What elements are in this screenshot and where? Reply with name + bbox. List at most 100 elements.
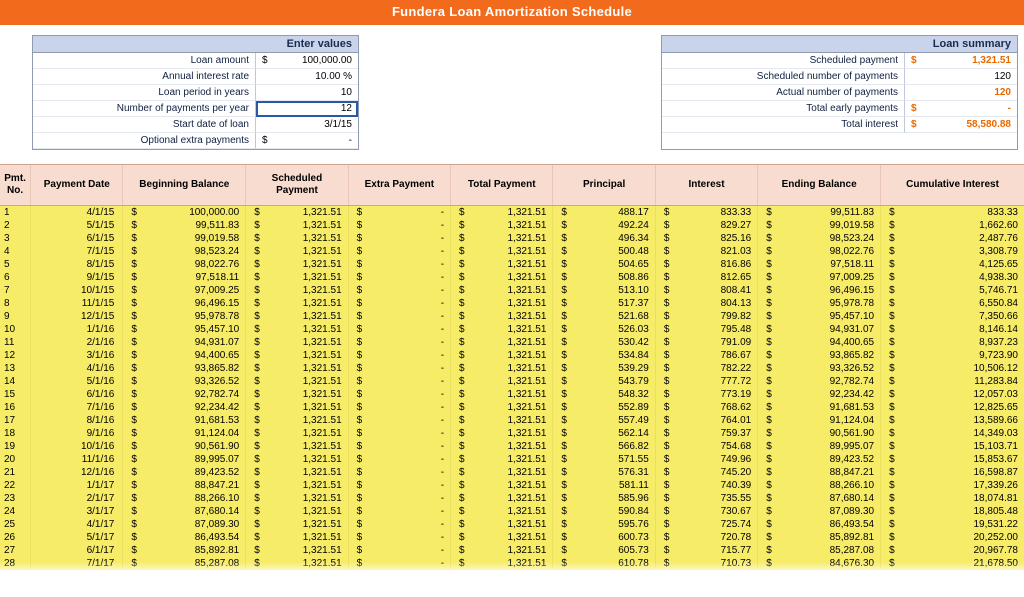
cell-date[interactable]: 10/1/15 [31, 284, 123, 297]
cell-pr[interactable]: $504.65 [553, 258, 655, 271]
cell-tp[interactable]: $1,321.51 [451, 362, 553, 375]
cell-pr[interactable]: $517.37 [553, 297, 655, 310]
cell-pmt-no[interactable]: 26 [0, 531, 31, 544]
cell-pr[interactable]: $539.29 [553, 362, 655, 375]
cell-ep[interactable]: $- [348, 297, 450, 310]
cell-ep[interactable]: $- [348, 375, 450, 388]
cell-bb[interactable]: $93,326.52 [123, 375, 246, 388]
cell-eb[interactable]: $96,496.15 [758, 284, 881, 297]
cell-ep[interactable]: $- [348, 271, 450, 284]
cell-eb[interactable]: $93,326.52 [758, 362, 881, 375]
cell-date[interactable]: 2/1/16 [31, 336, 123, 349]
cell-ci[interactable]: $12,057.03 [881, 388, 1024, 401]
cell-eb[interactable]: $84,676.30 [758, 557, 881, 570]
cell-date[interactable]: 11/1/16 [31, 453, 123, 466]
cell-pmt-no[interactable]: 8 [0, 297, 31, 310]
cell-int[interactable]: $725.74 [655, 518, 757, 531]
cell-int[interactable]: $773.19 [655, 388, 757, 401]
cell-int[interactable]: $745.20 [655, 466, 757, 479]
cell-ep[interactable]: $- [348, 284, 450, 297]
cell-date[interactable]: 6/1/16 [31, 388, 123, 401]
cell-eb[interactable]: $97,009.25 [758, 271, 881, 284]
cell-bb[interactable]: $97,009.25 [123, 284, 246, 297]
cell-eb[interactable]: $91,681.53 [758, 401, 881, 414]
cell-tp[interactable]: $1,321.51 [451, 297, 553, 310]
cell-date[interactable]: 3/1/16 [31, 349, 123, 362]
cell-eb[interactable]: $99,511.83 [758, 206, 881, 220]
cell-ep[interactable]: $- [348, 479, 450, 492]
cell-pmt-no[interactable]: 12 [0, 349, 31, 362]
cell-pmt-no[interactable]: 3 [0, 232, 31, 245]
cell-ep[interactable]: $- [348, 245, 450, 258]
cell-pr[interactable]: $576.31 [553, 466, 655, 479]
cell-sp[interactable]: $1,321.51 [246, 323, 348, 336]
cell-date[interactable]: 12/1/15 [31, 310, 123, 323]
cell-eb[interactable]: $95,978.78 [758, 297, 881, 310]
cell-ci[interactable]: $21,678.50 [881, 557, 1024, 570]
input-cell[interactable]: 100,000.00 [256, 53, 358, 69]
cell-eb[interactable]: $91,124.04 [758, 414, 881, 427]
cell-ci[interactable]: $8,146.14 [881, 323, 1024, 336]
cell-sp[interactable]: $1,321.51 [246, 505, 348, 518]
cell-date[interactable]: 1/1/17 [31, 479, 123, 492]
cell-ep[interactable]: $- [348, 219, 450, 232]
cell-ci[interactable]: $4,125.65 [881, 258, 1024, 271]
cell-bb[interactable]: $98,022.76 [123, 258, 246, 271]
cell-pr[interactable]: $526.03 [553, 323, 655, 336]
cell-pr[interactable]: $562.14 [553, 427, 655, 440]
cell-int[interactable]: $749.96 [655, 453, 757, 466]
cell-sp[interactable]: $1,321.51 [246, 310, 348, 323]
cell-sp[interactable]: $1,321.51 [246, 375, 348, 388]
cell-bb[interactable]: $95,457.10 [123, 323, 246, 336]
cell-eb[interactable]: $98,022.76 [758, 245, 881, 258]
cell-pmt-no[interactable]: 7 [0, 284, 31, 297]
cell-ep[interactable]: $- [348, 232, 450, 245]
cell-ci[interactable]: $18,074.81 [881, 492, 1024, 505]
cell-eb[interactable]: $90,561.90 [758, 427, 881, 440]
cell-ci[interactable]: $15,853.67 [881, 453, 1024, 466]
cell-tp[interactable]: $1,321.51 [451, 232, 553, 245]
cell-eb[interactable]: $94,400.65 [758, 336, 881, 349]
cell-date[interactable]: 9/1/15 [31, 271, 123, 284]
cell-eb[interactable]: $85,287.08 [758, 544, 881, 557]
cell-pr[interactable]: $571.55 [553, 453, 655, 466]
cell-tp[interactable]: $1,321.51 [451, 310, 553, 323]
cell-int[interactable]: $730.67 [655, 505, 757, 518]
cell-ep[interactable]: $- [348, 518, 450, 531]
cell-int[interactable]: $740.39 [655, 479, 757, 492]
cell-eb[interactable]: $92,234.42 [758, 388, 881, 401]
cell-bb[interactable]: $93,865.82 [123, 362, 246, 375]
cell-tp[interactable]: $1,321.51 [451, 258, 553, 271]
cell-sp[interactable]: $1,321.51 [246, 531, 348, 544]
cell-pmt-no[interactable]: 27 [0, 544, 31, 557]
cell-bb[interactable]: $92,782.74 [123, 388, 246, 401]
cell-ep[interactable]: $- [348, 427, 450, 440]
cell-bb[interactable]: $87,680.14 [123, 505, 246, 518]
cell-ep[interactable]: $- [348, 544, 450, 557]
cell-ci[interactable]: $10,506.12 [881, 362, 1024, 375]
cell-int[interactable]: $782.22 [655, 362, 757, 375]
cell-pr[interactable]: $600.73 [553, 531, 655, 544]
cell-ci[interactable]: $16,598.87 [881, 466, 1024, 479]
cell-ep[interactable]: $- [348, 258, 450, 271]
cell-ci[interactable]: $20,252.00 [881, 531, 1024, 544]
cell-sp[interactable]: $1,321.51 [246, 232, 348, 245]
cell-int[interactable]: $768.62 [655, 401, 757, 414]
cell-int[interactable]: $812.65 [655, 271, 757, 284]
cell-date[interactable]: 7/1/15 [31, 245, 123, 258]
cell-int[interactable]: $786.67 [655, 349, 757, 362]
cell-tp[interactable]: $1,321.51 [451, 349, 553, 362]
cell-date[interactable]: 7/1/17 [31, 557, 123, 570]
cell-pr[interactable]: $530.42 [553, 336, 655, 349]
cell-sp[interactable]: $1,321.51 [246, 544, 348, 557]
cell-bb[interactable]: $90,561.90 [123, 440, 246, 453]
cell-tp[interactable]: $1,321.51 [451, 453, 553, 466]
cell-ep[interactable]: $- [348, 440, 450, 453]
cell-sp[interactable]: $1,321.51 [246, 284, 348, 297]
cell-int[interactable]: $777.72 [655, 375, 757, 388]
cell-sp[interactable]: $1,321.51 [246, 440, 348, 453]
cell-ci[interactable]: $15,103.71 [881, 440, 1024, 453]
cell-pmt-no[interactable]: 16 [0, 401, 31, 414]
cell-date[interactable]: 5/1/15 [31, 219, 123, 232]
cell-eb[interactable]: $88,847.21 [758, 466, 881, 479]
